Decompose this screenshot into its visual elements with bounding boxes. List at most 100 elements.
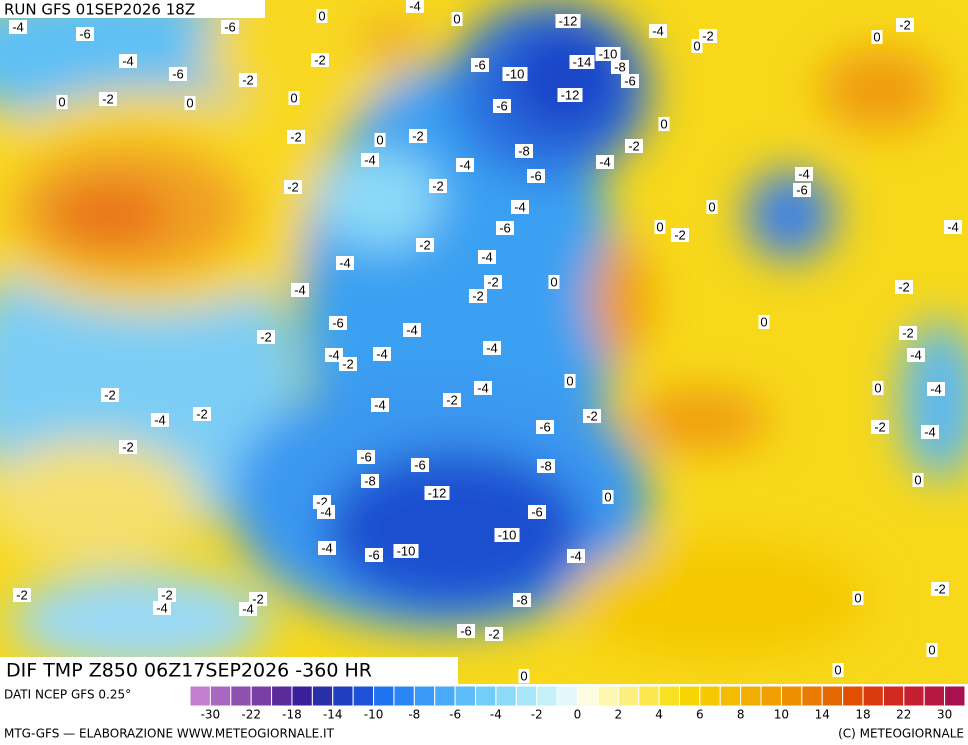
colorbar-swatch [944, 685, 966, 707]
contour-label-box [424, 486, 450, 500]
contour-label-box [443, 393, 461, 407]
contour-label: 0 [550, 274, 557, 289]
contour-label-box [457, 624, 475, 638]
colorbar-tick-label: -30 [201, 708, 221, 722]
colorbar-tick-label: 22 [896, 708, 911, 722]
colorbar-swatch [678, 685, 701, 707]
contour-label: -4 [339, 255, 351, 270]
contour-label: -4 [364, 152, 376, 167]
contour-label-box [469, 289, 487, 303]
colorbar-swatch [617, 685, 640, 707]
contour-label-box [871, 30, 883, 44]
contour-label: -10 [397, 543, 416, 558]
colorbar-swatch [760, 685, 782, 707]
colorbar-swatch [515, 685, 538, 707]
colorbar-swatch [189, 685, 211, 707]
contour-label: 0 [874, 380, 881, 395]
contour-label-box [557, 88, 583, 102]
contour-label-box [339, 357, 357, 371]
colorbar-swatch [434, 685, 456, 707]
contour-label-box [158, 588, 176, 602]
colorbar-swatch [801, 685, 823, 707]
contour-label: -4 [406, 322, 418, 337]
contour-label-box [671, 228, 689, 242]
colorbar-swatch [780, 685, 803, 707]
contour-label: 0 [604, 489, 611, 504]
contour-label: -4 [798, 166, 810, 181]
contour-label: -6 [496, 98, 508, 113]
colorbar-swatch [842, 685, 864, 707]
contour-label-box [611, 60, 629, 74]
colorbar-swatch [719, 685, 742, 707]
contour-label-box [365, 548, 383, 562]
contour-label: -8 [518, 143, 530, 158]
contour-label-box [699, 29, 717, 43]
contour-label: 0 [693, 38, 700, 53]
contour-label-box [374, 133, 386, 147]
contour-label-box [706, 200, 718, 214]
contour-label: -2 [674, 227, 686, 242]
colorbar-swatch [556, 685, 579, 707]
contour-label-box [502, 67, 528, 81]
colorbar-swatch [923, 685, 946, 707]
contour-label: -2 [242, 72, 254, 87]
contour-label-box [409, 129, 427, 143]
colorbar-swatch [699, 685, 721, 707]
contour-label-box [583, 409, 601, 423]
contour-label: -6 [531, 504, 543, 519]
contour-label-box [793, 183, 811, 197]
colorbar-tick-label: 30 [937, 708, 952, 722]
contour-label-box [596, 155, 614, 169]
colorbar-swatch [882, 685, 905, 707]
contour-label-box [317, 505, 335, 519]
contour-label: -4 [652, 23, 664, 38]
contour-label: -2 [487, 274, 499, 289]
contour-label: -6 [499, 220, 511, 235]
contour-label-box [625, 139, 643, 153]
contour-label-box [528, 505, 546, 519]
contour-label-box [221, 20, 239, 34]
contour-label: -6 [332, 315, 344, 330]
contour-label: -2 [102, 91, 114, 106]
contour-label-box [536, 420, 554, 434]
contour-label: -6 [368, 547, 380, 562]
contour-label: -2 [898, 279, 910, 294]
contour-label: -2 [104, 387, 116, 402]
colorbar-swatch [903, 685, 925, 707]
contour-label-box [287, 130, 305, 144]
colorbar-swatch [638, 685, 660, 707]
contour-label-box [548, 275, 560, 289]
contour-label: -4 [242, 601, 254, 616]
contour-label: -6 [172, 66, 184, 81]
colorbar-tick-label: 14 [815, 708, 830, 722]
title-box [0, 657, 458, 684]
contour-label-box [361, 474, 379, 488]
colorbar-swatch [740, 685, 762, 707]
contour-label-box [569, 55, 595, 69]
contour-label-box [496, 221, 514, 235]
contour-label: -6 [530, 168, 542, 183]
contour-label-box [329, 316, 347, 330]
contour-label-box [257, 330, 275, 344]
contour-label: -4 [910, 347, 922, 362]
colorbar-swatch [475, 685, 497, 707]
contour-label-box [658, 117, 670, 131]
colorbar-swatch [332, 685, 354, 707]
contour-label-box [288, 91, 300, 105]
contour-label-box [758, 315, 770, 329]
colorbar-swatch [230, 685, 252, 707]
run-label: RUN GFS 01SEP2026 18Z [4, 1, 195, 19]
contour-label-box [872, 381, 884, 395]
contour-label: 0 [660, 116, 667, 131]
contour-label: -4 [376, 346, 388, 361]
footer-right: (C) METEOGIORNALE [838, 727, 964, 741]
colorbar-tick-label: -8 [408, 708, 420, 722]
contour-label-box [944, 220, 962, 234]
source-label: DATI NCEP GFS 0.25° [4, 688, 131, 702]
contour-label: -10 [498, 527, 517, 542]
contour-label: -2 [702, 28, 714, 43]
contour-label-box [832, 663, 844, 677]
contour-label-box [284, 180, 302, 194]
contour-label-box [494, 528, 520, 542]
